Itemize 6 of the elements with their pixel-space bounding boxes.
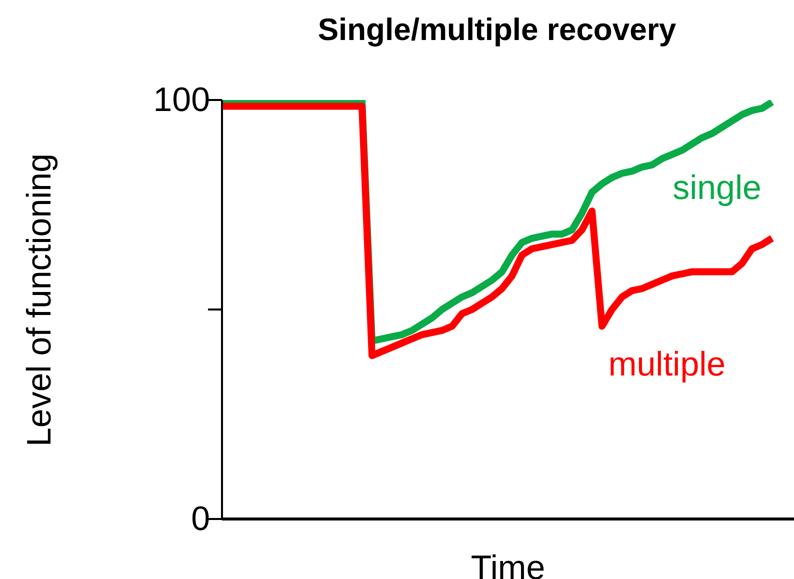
chart-title: Single/multiple recovery xyxy=(316,12,678,48)
y-tick-label: 0 xyxy=(191,499,210,539)
y-axis-title: Level of functioning xyxy=(20,154,60,446)
series-label: single xyxy=(672,169,762,208)
series-label: multiple xyxy=(608,345,726,384)
y-tick-label: 100 xyxy=(153,80,210,120)
